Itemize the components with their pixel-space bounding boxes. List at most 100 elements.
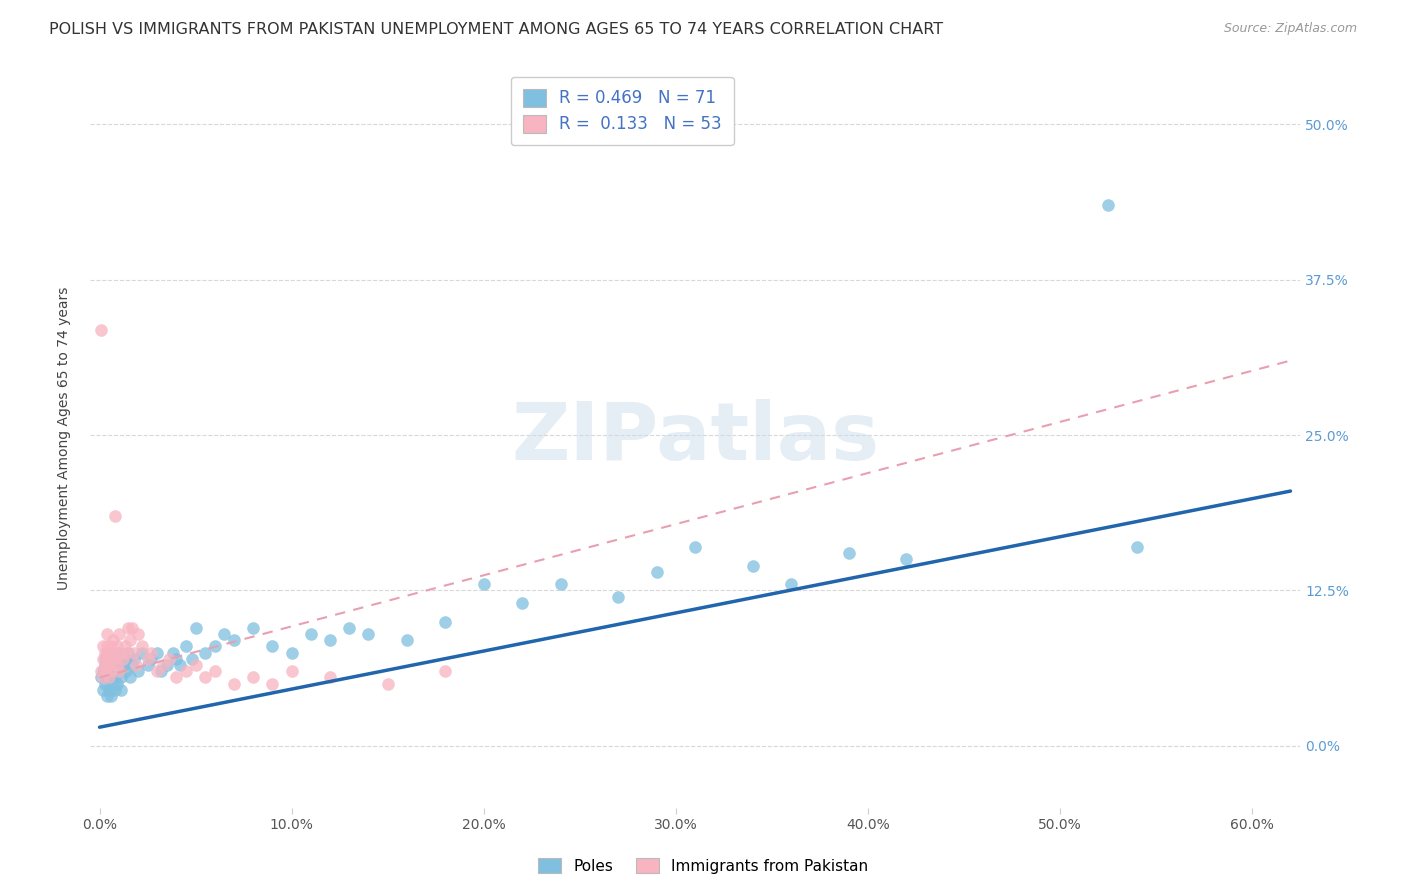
Point — [101, 633, 124, 648]
Point — [838, 546, 860, 560]
Point — [90, 322, 112, 336]
Point — [262, 640, 284, 654]
Point — [683, 540, 706, 554]
Point — [96, 671, 118, 685]
Point — [156, 658, 179, 673]
Point — [96, 627, 118, 641]
Point — [125, 658, 148, 673]
Point — [1126, 540, 1149, 554]
Point — [395, 633, 418, 648]
Point — [120, 633, 142, 648]
Point — [93, 682, 115, 697]
Point — [94, 658, 117, 673]
Point — [319, 633, 342, 648]
Point — [150, 665, 173, 679]
Point — [741, 558, 763, 573]
Point — [337, 621, 360, 635]
Point — [93, 671, 115, 685]
Point — [115, 646, 138, 660]
Point — [105, 658, 128, 673]
Point — [357, 627, 380, 641]
Point — [120, 671, 142, 685]
Point — [184, 621, 207, 635]
Point — [550, 577, 572, 591]
Point — [165, 652, 187, 666]
Point — [107, 627, 129, 641]
Point — [96, 652, 118, 666]
Point — [104, 682, 127, 697]
Point — [222, 676, 245, 690]
Point — [98, 652, 121, 666]
Point — [105, 676, 128, 690]
Point — [107, 646, 129, 660]
Point — [299, 627, 322, 641]
Point — [169, 658, 191, 673]
Point — [93, 665, 115, 679]
Point — [319, 671, 342, 685]
Point — [204, 640, 226, 654]
Point — [96, 640, 118, 654]
Point — [96, 646, 118, 660]
Point — [280, 646, 302, 660]
Point — [141, 646, 163, 660]
Point — [896, 552, 918, 566]
Point — [94, 658, 117, 673]
Point — [377, 676, 399, 690]
Point — [645, 565, 668, 579]
Point — [184, 658, 207, 673]
Point — [117, 621, 139, 635]
Point — [98, 682, 121, 697]
Point — [104, 671, 127, 685]
Point — [204, 665, 226, 679]
Point — [114, 640, 136, 654]
Point — [1097, 198, 1119, 212]
Point — [96, 689, 118, 703]
Point — [98, 658, 121, 673]
Point — [131, 640, 153, 654]
Point — [136, 652, 159, 666]
Point — [165, 671, 187, 685]
Point — [434, 615, 457, 629]
Point — [105, 658, 128, 673]
Point — [127, 627, 149, 641]
Point — [105, 640, 128, 654]
Point — [242, 621, 264, 635]
Point — [111, 658, 134, 673]
Point — [100, 689, 122, 703]
Point — [94, 652, 117, 666]
Point — [93, 652, 115, 666]
Point — [110, 682, 132, 697]
Point — [94, 676, 117, 690]
Point — [607, 590, 630, 604]
Point — [242, 671, 264, 685]
Point — [107, 665, 129, 679]
Point — [174, 640, 197, 654]
Point — [100, 640, 122, 654]
Point — [98, 665, 121, 679]
Point — [98, 671, 121, 685]
Point — [194, 671, 217, 685]
Point — [472, 577, 495, 591]
Point — [122, 646, 145, 660]
Point — [131, 646, 153, 660]
Point — [100, 658, 122, 673]
Point — [94, 665, 117, 679]
Point — [94, 646, 117, 660]
Point — [104, 652, 127, 666]
Legend: R = 0.469   N = 71, R =  0.133   N = 53: R = 0.469 N = 71, R = 0.133 N = 53 — [512, 77, 734, 145]
Y-axis label: Unemployment Among Ages 65 to 74 years: Unemployment Among Ages 65 to 74 years — [58, 286, 72, 590]
Point — [101, 646, 124, 660]
Point — [780, 577, 803, 591]
Legend: Poles, Immigrants from Pakistan: Poles, Immigrants from Pakistan — [531, 852, 875, 880]
Point — [101, 652, 124, 666]
Point — [510, 596, 533, 610]
Point — [100, 671, 122, 685]
Point — [110, 671, 132, 685]
Text: Source: ZipAtlas.com: Source: ZipAtlas.com — [1223, 22, 1357, 36]
Point — [174, 665, 197, 679]
Point — [222, 633, 245, 648]
Point — [117, 646, 139, 660]
Point — [136, 658, 159, 673]
Point — [146, 665, 169, 679]
Point — [114, 652, 136, 666]
